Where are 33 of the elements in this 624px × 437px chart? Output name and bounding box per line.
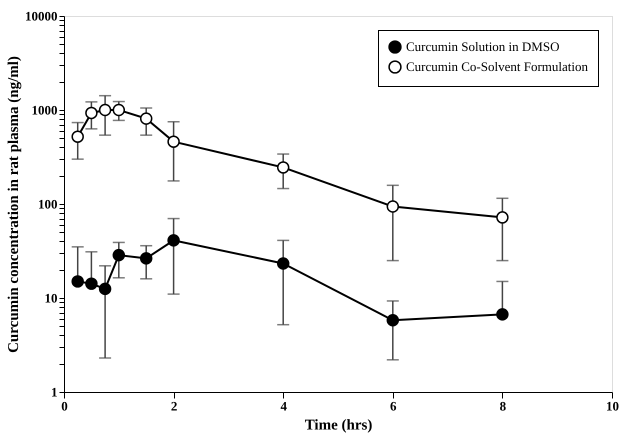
point	[276, 161, 290, 174]
x-tick-label: 8	[500, 398, 507, 414]
y-tick-label: 1	[51, 384, 58, 400]
x-tick-label: 4	[280, 398, 288, 414]
point	[112, 248, 126, 262]
point	[98, 104, 112, 116]
x-tick-label: 2	[170, 398, 178, 414]
y-axis-title: Curcumin concentration in rat plasma (ng/ml)	[6, 56, 22, 353]
point	[98, 282, 112, 296]
y-tick-label: 10000	[25, 8, 58, 24]
x-tick-label: 6	[390, 398, 398, 414]
point	[167, 135, 180, 148]
point	[112, 104, 126, 116]
x-axis-title: Time (hrs)	[304, 418, 372, 434]
point	[386, 200, 400, 213]
point	[496, 211, 509, 224]
point	[276, 257, 290, 270]
legend-label: Curcumin Co-Solvent Formulation	[406, 59, 588, 74]
y-tick-label: 1000	[32, 102, 58, 118]
point	[71, 130, 84, 143]
y-tick-label: 100	[38, 196, 58, 212]
point	[85, 277, 98, 290]
point	[496, 308, 509, 321]
point	[140, 252, 152, 265]
point	[386, 314, 400, 326]
point	[140, 112, 152, 125]
point	[85, 106, 98, 120]
x-tick-label: 10	[606, 398, 619, 414]
point	[167, 234, 180, 247]
y-tick-label: 10	[44, 290, 58, 306]
point	[71, 275, 84, 288]
legend-label: Curcumin Solution in DMSO	[406, 39, 560, 54]
x-tick-label: 0	[61, 398, 68, 414]
